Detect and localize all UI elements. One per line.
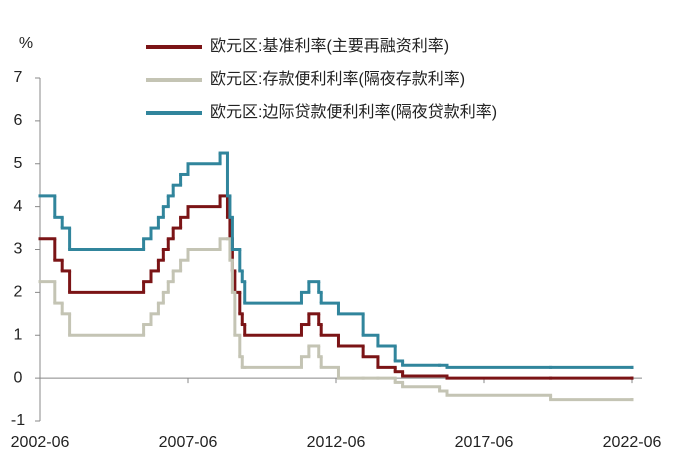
y-tick-label: 1 [14, 326, 23, 343]
y-tick-label: 3 [14, 241, 23, 258]
y-tick-label: -1 [11, 412, 25, 429]
legend-label: 欧元区:基准利率(主要再融资利率) [210, 37, 449, 55]
x-tick-label: 2012-06 [307, 434, 366, 451]
y-tick-label: 2 [14, 284, 23, 301]
y-unit: % [19, 35, 33, 52]
y-tick-label: 4 [14, 198, 23, 215]
y-tick-label: 6 [14, 112, 23, 129]
legend-label: 欧元区:存款便利利率(隔夜存款利率) [210, 70, 465, 88]
x-tick-label: 2002-06 [11, 434, 70, 451]
y-tick-label: 0 [14, 369, 23, 386]
y-tick-label: 7 [14, 69, 23, 86]
x-tick-label: 2022-06 [603, 434, 662, 451]
y-tick-label: 5 [14, 155, 23, 172]
legend-label: 欧元区:边际贷款便利利率(隔夜贷款利率) [210, 103, 497, 121]
x-tick-label: 2017-06 [455, 434, 514, 451]
x-tick-label: 2007-06 [159, 434, 218, 451]
